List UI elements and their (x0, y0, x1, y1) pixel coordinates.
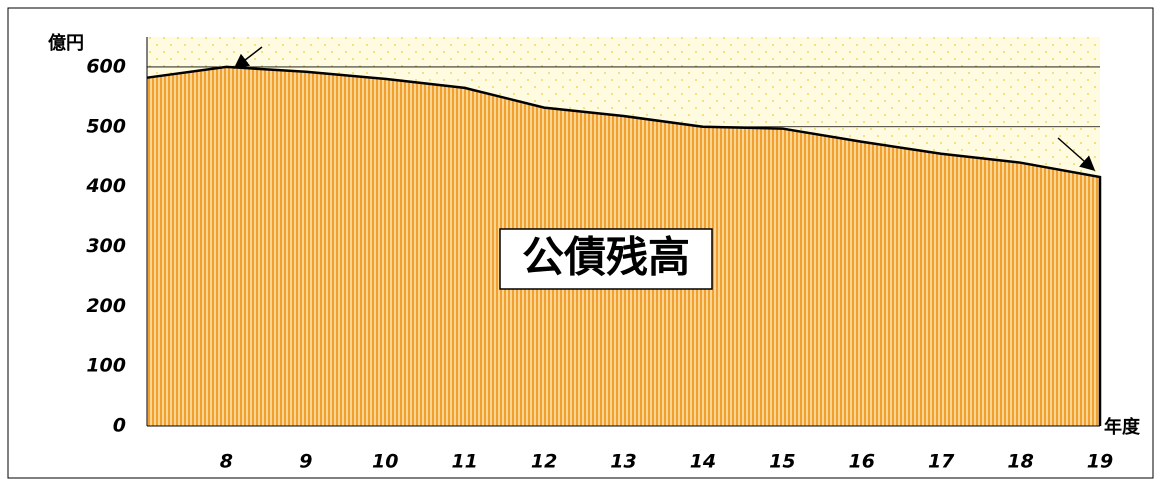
y-tick-label: 600 (86, 55, 126, 77)
y-tick-label: 200 (86, 295, 126, 317)
y-axis-label: 億円 (48, 32, 84, 54)
y-tick-label: 500 (86, 115, 126, 137)
y-tick-label: 100 (86, 355, 126, 377)
annotation: 公債残高 (522, 233, 690, 282)
arrow (233, 46, 263, 69)
x-tick-label: 14 (690, 451, 716, 473)
x-tick-label: 16 (849, 451, 875, 473)
y-tick-label: 300 (86, 235, 126, 257)
arrow (1057, 137, 1096, 171)
x-tick-label: 17 (928, 451, 955, 473)
x-tick-label: 19 (1087, 451, 1113, 473)
frame (7, 7, 1154, 479)
x-tick-label: 9 (299, 451, 312, 473)
x-tick-label: 18 (1007, 451, 1033, 473)
annotation-box (499, 228, 713, 290)
x-tick-label: 11 (451, 451, 477, 473)
x-tick-label: 12 (531, 451, 557, 473)
y-tick-label: 0 (113, 415, 126, 437)
x-tick-label: 10 (372, 451, 398, 473)
x-tick-label: 15 (769, 451, 795, 473)
x-axis-label: 年度 (1104, 416, 1141, 438)
x-tick-label: 8 (220, 451, 233, 473)
x-tick-label: 13 (610, 451, 636, 473)
line (146, 65, 1102, 426)
y-tick-label: 400 (85, 175, 126, 197)
